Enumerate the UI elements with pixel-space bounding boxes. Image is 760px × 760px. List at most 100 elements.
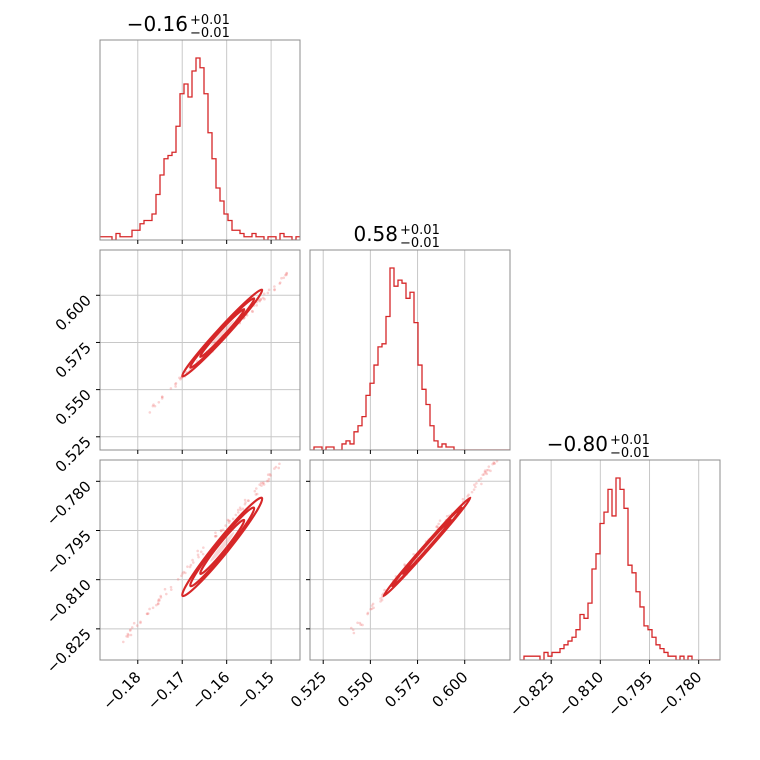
title-value: −0.80 [547,432,608,456]
sample-point [278,462,281,466]
sample-point [254,493,258,496]
sample-point [188,565,192,569]
x-tick-label: −0.810 [555,668,607,720]
sample-point [158,599,161,602]
contour-level-2 [199,518,246,576]
sample-point [243,498,247,502]
sample-point [179,377,182,381]
sample-point [153,404,157,408]
sample-point [261,482,265,485]
diag-panel-1: −0.16 +0.01−0.01 [99,12,301,244]
sample-point [196,549,199,553]
x-tick-label: −0.16 [188,668,233,713]
x-tick-label: −0.780 [654,668,706,720]
sample-point [201,552,205,556]
sample-point [151,606,155,610]
sample-point [475,481,478,485]
sample-point [146,612,149,616]
sample-point [246,499,250,503]
x-tick-label: −0.825 [506,668,558,720]
sample-point [191,558,194,562]
sample-point [259,297,263,301]
sample-point [231,517,235,521]
sample-point [485,472,489,476]
sample-point [139,621,142,625]
sample-point [228,519,232,523]
sample-point [481,473,485,477]
sample-point [234,513,238,517]
sample-point [157,598,161,601]
sample-point [241,507,245,511]
sample-point [262,483,266,486]
sample-point [262,292,266,296]
sample-point [278,282,282,285]
sample-point [491,462,494,466]
sample-point [221,528,225,532]
sample-point [255,492,259,496]
sample-point [269,474,272,477]
sample-point [227,519,230,522]
sample-point [128,629,132,632]
sample-point [224,524,227,527]
title-lower-error: −0.01 [400,236,440,251]
sample-point [489,469,492,473]
sample-point [160,395,164,399]
sample-point [156,602,160,606]
sample-point [174,385,177,388]
sample-point [466,495,469,498]
sample-point [278,281,282,284]
sample-point [189,563,193,567]
sample-point [484,471,488,474]
sample-point [493,462,496,465]
histogram-3 [520,477,720,660]
sample-point [251,310,254,314]
pair-panel-1-3 [96,459,301,664]
sample-point [273,285,276,288]
sample-point [255,304,258,307]
sample-point [135,624,139,627]
sample-point [253,489,257,493]
sample-point [349,626,353,630]
title-upper-error: +0.01 [610,433,650,448]
panel-title-1: −0.16 +0.01−0.01 [127,12,230,41]
sample-point [280,276,283,280]
sample-point [274,465,278,469]
sample-point [259,298,263,302]
sample-point [202,546,205,549]
sample-point [129,633,133,637]
sample-point [179,376,183,380]
sample-point [379,600,382,603]
pair-panel-1-2 [96,249,301,454]
contours [181,288,264,378]
y-tick-label: −0.795 [43,527,95,579]
sample-point [383,588,386,592]
sample-point [213,534,217,538]
sample-point [176,578,180,581]
sample-point [369,607,372,611]
sample-point [480,482,483,486]
sample-point [467,493,470,497]
title-value: 0.58 [353,222,398,246]
y-tick-label: 0.550 [52,386,95,429]
sample-point [239,508,242,512]
sample-point [285,273,288,277]
sample-point [495,460,499,463]
title-upper-error: +0.01 [400,223,440,238]
sample-point [477,478,481,482]
scatter-points [121,462,281,644]
sample-point [251,309,254,313]
sample-point [129,628,132,631]
panel-frame [99,39,301,241]
sample-point [265,479,269,483]
sample-point [261,296,265,300]
sample-point [437,522,440,526]
sample-point [199,550,203,554]
sample-point [238,506,242,509]
sample-point [184,571,187,575]
sample-point [435,525,438,529]
panel-frame [309,459,511,661]
sample-point [267,479,270,483]
sample-point [157,602,160,605]
contour-level-4 [382,496,472,598]
sample-point [126,635,130,638]
